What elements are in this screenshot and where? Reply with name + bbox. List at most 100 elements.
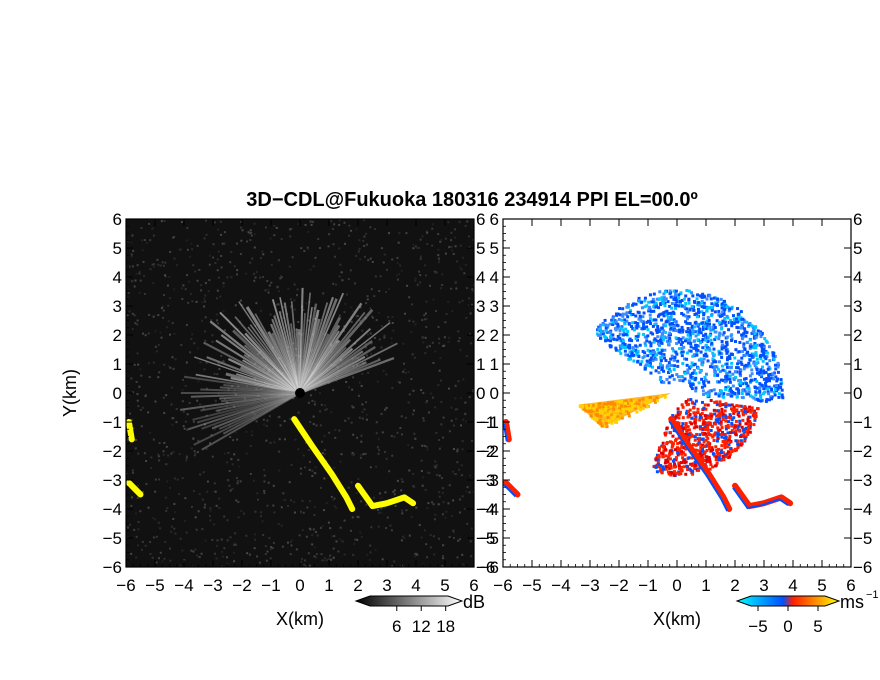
velocity-echo-cell bbox=[684, 422, 688, 426]
snr-noise-cell bbox=[469, 333, 472, 336]
velocity-echo-cell bbox=[634, 344, 638, 348]
velocity-echo-cell bbox=[723, 409, 727, 413]
velocity-echo-cell bbox=[725, 304, 729, 308]
snr-noise-cell bbox=[221, 242, 224, 245]
velocity-echo-cell bbox=[765, 398, 769, 402]
velocity-echo-cell bbox=[662, 298, 666, 302]
velocity-echo-cell bbox=[674, 296, 678, 300]
snr-noise-cell bbox=[456, 461, 459, 464]
velocity-echo-cell bbox=[678, 447, 682, 451]
velocity-echo-cell bbox=[691, 363, 695, 367]
y-tick-label: 1 bbox=[490, 355, 499, 374]
snr-noise-cell bbox=[251, 434, 254, 437]
velocity-echo-cell bbox=[750, 354, 754, 358]
velocity-echo-cell bbox=[703, 324, 707, 328]
velocity-echo-cell bbox=[711, 365, 715, 369]
snr-noise-cell bbox=[202, 471, 205, 474]
velocity-echo-cell bbox=[674, 293, 678, 297]
velocity-echo-cell bbox=[682, 313, 686, 317]
velocity-echo-cell bbox=[601, 332, 605, 336]
velocity-echo-cell bbox=[736, 314, 740, 318]
velocity-echo-cell bbox=[589, 410, 593, 414]
snr-noise-cell bbox=[447, 300, 450, 303]
snr-noise-cell bbox=[315, 553, 318, 556]
snr-noise-cell bbox=[459, 538, 462, 541]
snr-echo-ray bbox=[187, 392, 301, 431]
snr-noise-cell bbox=[263, 468, 266, 471]
velocity-echo-cell bbox=[748, 354, 752, 358]
velocity-echo-cell bbox=[670, 354, 674, 358]
snr-noise-cell bbox=[307, 319, 310, 322]
snr-noise-cell bbox=[341, 540, 344, 543]
velocity-echo-cell bbox=[649, 352, 653, 356]
velocity-echo-cell bbox=[703, 414, 707, 418]
snr-noise-cell bbox=[432, 535, 435, 538]
snr-noise-cell bbox=[246, 240, 249, 243]
velocity-echo-cell bbox=[673, 319, 677, 323]
velocity-echo-cell bbox=[663, 290, 667, 294]
velocity-echo-cell bbox=[727, 438, 731, 442]
velocity-echo-cell bbox=[618, 313, 622, 317]
velocity-echo-cell bbox=[711, 328, 715, 332]
snr-noise-cell bbox=[138, 385, 141, 388]
snr-noise-cell bbox=[306, 506, 309, 509]
velocity-echo-cell bbox=[733, 410, 737, 414]
snr-noise-cell bbox=[290, 499, 293, 502]
velocity-echo-cell bbox=[672, 324, 676, 328]
snr-noise-cell bbox=[288, 481, 291, 484]
snr-noise-cell bbox=[168, 333, 171, 336]
snr-noise-cell bbox=[374, 549, 377, 552]
velocity-echo-cell bbox=[604, 336, 608, 340]
snr-noise-cell bbox=[289, 235, 292, 238]
snr-noise-cell bbox=[204, 316, 207, 319]
velocity-echo-cell bbox=[702, 452, 706, 456]
snr-noise-cell bbox=[245, 430, 248, 433]
velocity-echo-cell bbox=[594, 412, 598, 416]
velocity-echo-cell bbox=[770, 376, 774, 380]
velocity-echo-cell bbox=[684, 314, 688, 318]
snr-noise-cell bbox=[168, 547, 171, 550]
snr-noise-cell bbox=[225, 556, 228, 559]
velocity-echo-cell bbox=[743, 377, 747, 381]
snr-noise-cell bbox=[364, 346, 367, 349]
velocity-echo-cell bbox=[708, 467, 712, 471]
snr-noise-cell bbox=[196, 279, 199, 282]
velocity-echo-cell bbox=[737, 350, 741, 354]
velocity-echo-cell bbox=[692, 300, 696, 304]
snr-noise-cell bbox=[152, 315, 155, 318]
snr-noise-cell bbox=[352, 376, 355, 379]
velocity-echo-cell bbox=[664, 467, 668, 471]
snr-noise-cell bbox=[149, 268, 152, 271]
velocity-echo-cell bbox=[676, 407, 680, 411]
velocity-echo-cell bbox=[759, 399, 763, 403]
velocity-echo-cell bbox=[725, 445, 729, 449]
snr-noise-cell bbox=[203, 300, 206, 303]
velocity-echo-cell bbox=[754, 346, 758, 350]
velocity-echo-cell bbox=[633, 321, 637, 325]
velocity-echo-cell bbox=[614, 420, 618, 424]
velocity-echo-cell bbox=[704, 332, 708, 336]
snr-noise-cell bbox=[265, 439, 268, 442]
snr-noise-cell bbox=[369, 466, 372, 469]
velocity-echo-cell bbox=[713, 454, 717, 458]
velocity-echo-cell bbox=[589, 414, 593, 418]
velocity-echo-cell bbox=[651, 359, 655, 363]
y-tick-label-right: 6 bbox=[853, 210, 862, 229]
velocity-echo-cell bbox=[656, 460, 660, 464]
velocity-echo-cell bbox=[721, 379, 725, 383]
velocity-echo-cell bbox=[688, 340, 692, 344]
snr-noise-cell bbox=[335, 380, 338, 383]
snr-noise-cell bbox=[171, 423, 174, 426]
velocity-echo-cell bbox=[739, 435, 743, 439]
x-tick-label: −2 bbox=[609, 576, 628, 595]
snr-noise-cell bbox=[260, 515, 263, 518]
velocity-echo-cell bbox=[751, 330, 755, 334]
snr-noise-cell bbox=[135, 272, 138, 275]
snr-noise-cell bbox=[378, 289, 381, 292]
snr-echo-ray bbox=[220, 392, 301, 403]
snr-noise-cell bbox=[359, 531, 362, 534]
snr-noise-cell bbox=[297, 321, 300, 324]
velocity-echo-cell bbox=[726, 452, 730, 456]
velocity-echo-cell bbox=[640, 360, 644, 364]
snr-noise-cell bbox=[399, 427, 402, 430]
